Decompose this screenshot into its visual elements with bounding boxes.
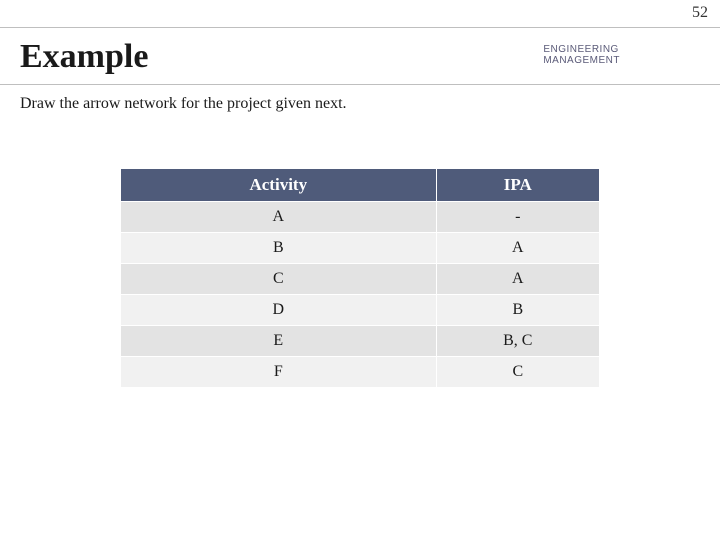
page-title: Example [20, 38, 543, 76]
table-row: A - [121, 202, 600, 233]
subtitle-line2: MANAGEMENT [543, 55, 620, 66]
top-bar: 52 [0, 0, 720, 28]
table-row: D B [121, 295, 600, 326]
table-container: Activity IPA A - B A C A D B E B [0, 168, 720, 388]
col-header-ipa: IPA [436, 169, 599, 202]
activity-table: Activity IPA A - B A C A D B E B [120, 168, 600, 388]
table-row: C A [121, 264, 600, 295]
cell-ipa: A [436, 233, 599, 264]
cell-ipa: B, C [436, 326, 599, 357]
cell-activity: C [121, 264, 437, 295]
table-header-row: Activity IPA [121, 169, 600, 202]
cell-activity: F [121, 357, 437, 388]
cell-activity: D [121, 295, 437, 326]
cell-ipa: B [436, 295, 599, 326]
cell-ipa: A [436, 264, 599, 295]
subtitle: ENGINEERING MANAGEMENT [543, 44, 620, 66]
instruction-text: Draw the arrow network for the project g… [0, 85, 720, 113]
cell-ipa: - [436, 202, 599, 233]
col-header-activity: Activity [121, 169, 437, 202]
table-row: F C [121, 357, 600, 388]
cell-activity: A [121, 202, 437, 233]
table-row: E B, C [121, 326, 600, 357]
cell-activity: B [121, 233, 437, 264]
table-row: B A [121, 233, 600, 264]
page-number: 52 [692, 4, 708, 22]
subtitle-line1: ENGINEERING [543, 44, 620, 55]
cell-activity: E [121, 326, 437, 357]
cell-ipa: C [436, 357, 599, 388]
header-row: Example ENGINEERING MANAGEMENT [0, 28, 720, 76]
